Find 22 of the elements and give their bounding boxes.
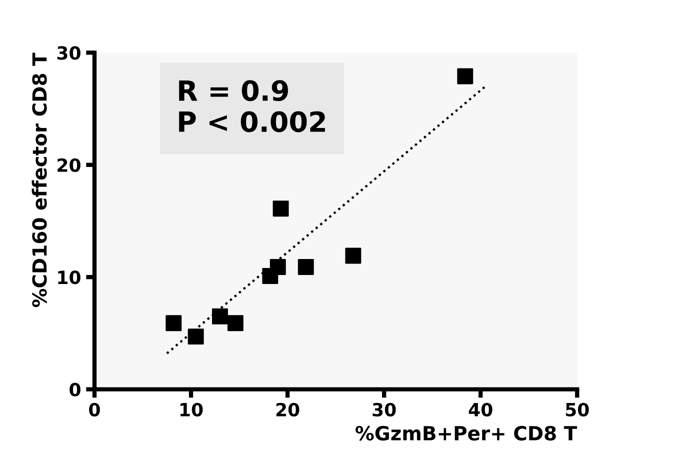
x-tick-label: 0 (89, 402, 100, 416)
point (457, 68, 474, 84)
x-tick-label: 30 (372, 402, 396, 416)
x-axis-title: %GzmB+Per+ CD8 T (356, 426, 578, 441)
point (166, 315, 182, 332)
x-tick-label: 40 (468, 402, 492, 416)
y-tick-label: 20 (58, 158, 80, 172)
y-axis-title: %CD160 effector CD8 T (32, 52, 47, 308)
point (227, 315, 244, 332)
point (270, 259, 286, 275)
y-tick-label: 30 (57, 46, 80, 60)
point (188, 328, 204, 345)
point (212, 308, 228, 324)
point (298, 259, 314, 275)
x-tick-label: 50 (566, 402, 589, 416)
y-tick-label: 10 (58, 270, 80, 284)
annotation: R = 0.9 P < 0.002 (179, 80, 325, 132)
y-tick-label: 0 (70, 382, 80, 396)
x-tick-label: 10 (180, 402, 203, 416)
point (272, 200, 289, 217)
point (345, 248, 362, 264)
x-tick-label: 20 (276, 402, 300, 416)
